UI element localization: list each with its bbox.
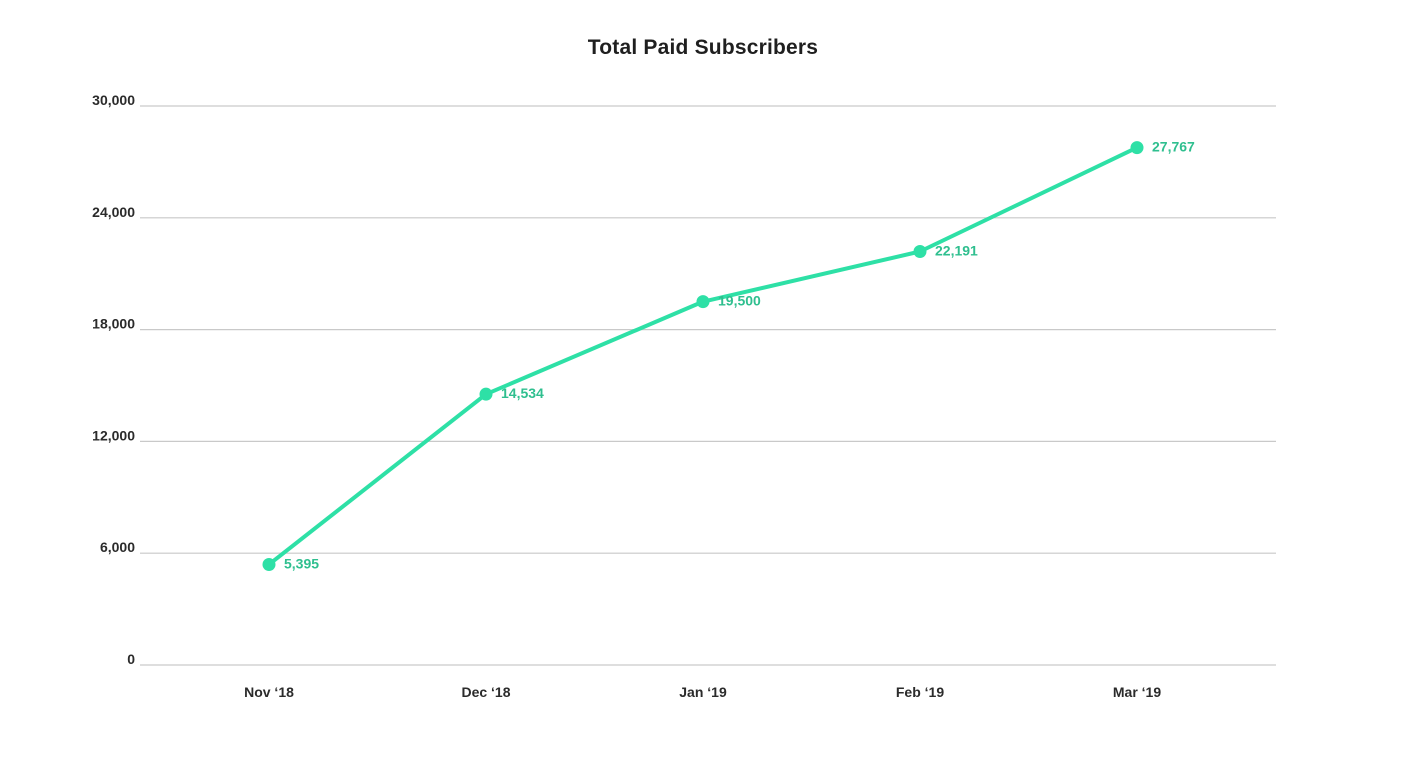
y-tick-label: 18,000 — [92, 316, 135, 332]
data-label: 19,500 — [718, 293, 761, 309]
data-point — [262, 557, 276, 571]
data-label: 14,534 — [501, 385, 544, 401]
data-point — [913, 245, 927, 259]
data-label: 27,767 — [1152, 139, 1195, 155]
y-tick-label: 30,000 — [92, 92, 135, 108]
data-label: 5,395 — [284, 555, 319, 571]
y-tick-label: 6,000 — [100, 539, 135, 555]
chart-title: Total Paid Subscribers — [587, 36, 819, 59]
data-label: 22,191 — [935, 243, 978, 259]
data-point — [479, 387, 493, 401]
data-point — [696, 295, 710, 309]
y-tick-label: 0 — [127, 651, 135, 667]
x-tick-label: Mar ‘19 — [1113, 684, 1161, 700]
data-point — [1130, 141, 1144, 155]
y-tick-label: 12,000 — [92, 427, 135, 443]
x-tick-label: Nov ‘18 — [244, 684, 294, 700]
x-tick-label: Dec ‘18 — [461, 684, 510, 700]
y-tick-label: 24,000 — [92, 204, 135, 220]
x-tick-label: Jan ‘19 — [679, 684, 727, 700]
series-line — [267, 145, 1139, 567]
x-tick-label: Feb ‘19 — [896, 684, 944, 700]
